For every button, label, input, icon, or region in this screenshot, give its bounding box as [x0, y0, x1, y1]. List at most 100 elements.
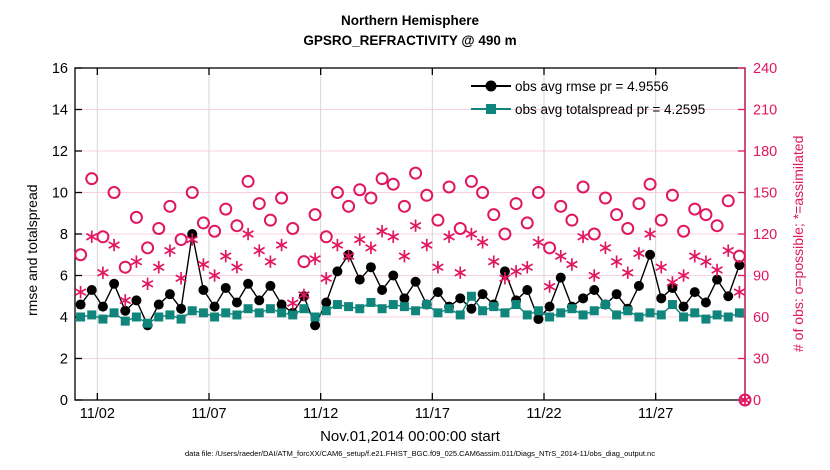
- asterisk-marker: [644, 230, 656, 238]
- asterisk-marker: [588, 271, 601, 280]
- possible-point: [107, 186, 121, 199]
- y-tick-label-left: 4: [60, 310, 68, 326]
- totalspread-point: [600, 300, 610, 310]
- asterisk-marker: [621, 268, 634, 277]
- y-tick-label-left: 14: [52, 103, 68, 119]
- x-tick-label: 11/07: [191, 406, 226, 422]
- totalspread-point: [690, 308, 700, 318]
- totalspread-point: [679, 312, 689, 322]
- possible-point: [241, 174, 255, 188]
- rmse-point: [220, 282, 231, 293]
- y-tick-label-left: 0: [60, 393, 68, 409]
- x-tick-label: 11/17: [415, 406, 450, 422]
- possible-point: [152, 221, 166, 235]
- possible-point: [85, 172, 99, 186]
- asterisk-marker: [420, 241, 433, 249]
- totalspread-point: [76, 312, 86, 322]
- asterisk-marker: [554, 252, 567, 260]
- possible-point: [710, 219, 724, 233]
- totalspread-point: [210, 312, 220, 322]
- asterisk-marker: [119, 296, 132, 305]
- rmse-point: [611, 289, 622, 300]
- asterisk-marker: [175, 274, 187, 283]
- possible-point: [531, 186, 545, 199]
- rmse-point: [578, 293, 589, 304]
- rmse-point: [377, 285, 388, 296]
- x-tick-label: 11/02: [80, 406, 115, 422]
- asterisk-marker: [97, 268, 109, 277]
- totalspread-point: [388, 300, 398, 310]
- asterisk-marker: [543, 282, 556, 291]
- asterisk-marker: [253, 246, 266, 255]
- totalspread-point: [154, 312, 164, 322]
- series-obs-avg-totalspread: [76, 291, 744, 328]
- totalspread-point: [734, 308, 744, 318]
- rmse-point: [198, 285, 209, 296]
- possible-point: [442, 180, 456, 194]
- totalspread-point: [623, 306, 633, 316]
- rmse-point: [332, 266, 343, 277]
- y-tick-label-right: 240: [753, 61, 777, 77]
- asterisk-marker: [74, 288, 87, 296]
- chart-title-line2: GPSRO_REFRACTIVITY @ 490 m: [303, 33, 517, 48]
- possible-point: [330, 186, 344, 199]
- rmse-point: [86, 285, 97, 296]
- totalspread-point: [712, 310, 722, 320]
- legend-item-rmse: obs avg rmse pr = 4.9556: [470, 76, 705, 96]
- rmse-point: [321, 297, 332, 308]
- rmse-point: [589, 285, 600, 296]
- totalspread-point: [321, 306, 331, 316]
- totalspread-point: [612, 310, 622, 320]
- asterisk-marker: [700, 257, 712, 266]
- possible-point: [721, 194, 735, 208]
- rmse-point: [723, 291, 734, 302]
- possible-point: [632, 197, 646, 211]
- rmse-point: [109, 278, 120, 289]
- possible-point: [498, 227, 512, 241]
- rmse-point: [231, 297, 242, 308]
- possible-point: [565, 213, 579, 227]
- rmse-point: [265, 280, 276, 291]
- rmse-point: [522, 285, 533, 296]
- rmse-point: [477, 289, 488, 300]
- y-tick-label-left: 2: [60, 352, 68, 368]
- terminal-zero-marker: [738, 393, 752, 407]
- totalspread-point: [198, 308, 208, 318]
- asterisk-marker: [264, 257, 277, 266]
- possible-point: [286, 221, 300, 235]
- possible-point: [520, 216, 534, 230]
- rmse-point: [555, 272, 566, 283]
- rmse-point: [410, 276, 421, 287]
- rmse-point: [276, 299, 287, 310]
- totalspread-point: [131, 312, 141, 322]
- totalspread-point: [723, 312, 733, 322]
- totalspread-point: [243, 304, 253, 314]
- possible-point: [353, 183, 367, 197]
- asterisk-marker: [722, 246, 735, 255]
- rmse-point: [354, 274, 365, 285]
- y-tick-label-right: 210: [753, 103, 777, 119]
- rmse-point: [633, 280, 644, 291]
- x-tick-label: 11/22: [526, 406, 561, 422]
- possible-point: [275, 191, 289, 205]
- totalspread-point: [422, 300, 432, 310]
- rmse-point: [499, 266, 510, 277]
- totalspread-point: [455, 310, 465, 320]
- totalspread-point: [143, 318, 153, 328]
- asterisk-marker: [376, 227, 388, 236]
- totalspread-point: [500, 308, 510, 318]
- totalspread-point: [522, 310, 532, 320]
- totalspread-point: [578, 310, 588, 320]
- y-tick-label-right: 30: [753, 352, 769, 368]
- asterisk-marker: [186, 235, 199, 244]
- rmse-point: [153, 299, 164, 310]
- rmse-point: [131, 295, 142, 306]
- rmse-point: [310, 320, 321, 331]
- possible-point: [163, 199, 177, 213]
- possible-point: [464, 174, 478, 188]
- totalspread-point: [645, 308, 655, 318]
- y-tick-label-left: 16: [52, 61, 68, 77]
- rmse-point: [209, 301, 220, 312]
- asterisk-marker: [733, 288, 746, 296]
